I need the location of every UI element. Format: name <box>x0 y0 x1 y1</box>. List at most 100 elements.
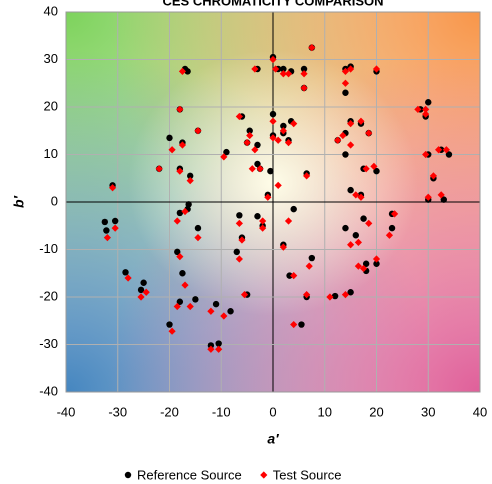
y-tick-label: 0 <box>51 193 58 208</box>
diamond-marker <box>422 150 430 159</box>
diamond-marker <box>391 210 399 218</box>
diamond-marker <box>269 117 277 125</box>
legend-marker <box>260 471 268 479</box>
diamond-marker <box>108 184 117 192</box>
diamond-marker <box>279 70 287 78</box>
diamond-marker <box>341 79 350 87</box>
diamond-marker <box>181 281 189 289</box>
diamond-marker <box>248 165 256 173</box>
diamond-marker <box>238 236 246 244</box>
diamond-marker <box>279 127 287 135</box>
circle-marker <box>269 110 277 118</box>
circle-marker <box>298 321 305 328</box>
diamond-marker <box>414 105 422 113</box>
diamond-marker <box>181 207 189 216</box>
diamond-marker <box>259 224 267 232</box>
diamond-marker <box>284 139 293 147</box>
diamond-marker <box>243 139 251 147</box>
diamond-marker <box>308 44 316 52</box>
circle-marker <box>176 209 184 217</box>
circle-marker <box>179 270 186 277</box>
circle-marker <box>111 217 119 225</box>
diamond-marker <box>442 146 450 154</box>
circle-marker <box>207 342 215 349</box>
diamond-marker <box>194 234 202 242</box>
circle-marker <box>223 148 230 156</box>
diamond-marker <box>168 327 176 335</box>
diamond-marker <box>290 272 298 280</box>
circle-marker <box>362 260 370 267</box>
diamond-marker <box>300 70 308 78</box>
diamond-marker <box>207 307 215 315</box>
diamond-marker <box>347 65 355 73</box>
circle-marker <box>212 300 220 308</box>
circle-marker <box>267 167 274 175</box>
diamond-marker <box>334 136 342 144</box>
diamond-marker <box>352 191 360 199</box>
circle-marker <box>425 99 432 106</box>
diamond-marker <box>186 177 194 185</box>
circle-marker <box>103 227 110 234</box>
diamond-marker <box>168 146 176 154</box>
diamond-marker <box>142 288 150 296</box>
circle-marker <box>254 213 261 220</box>
diamond-marker <box>284 217 293 225</box>
y-axis-label: b′ <box>11 195 27 208</box>
diamond-marker <box>264 193 272 201</box>
circle-marker <box>347 186 354 194</box>
x-axis-label: a′ <box>267 431 279 447</box>
circle-marker <box>184 68 191 75</box>
circle-marker <box>227 308 234 315</box>
x-tick-label: 0 <box>269 404 276 419</box>
circle-marker <box>445 151 453 158</box>
diamond-marker <box>372 255 381 263</box>
circle-marker <box>360 215 367 222</box>
circle-marker <box>166 321 173 328</box>
diamond-marker <box>300 84 308 92</box>
diamond-marker <box>305 262 313 270</box>
x-tick-label: -20 <box>160 404 179 419</box>
y-tick-label: 20 <box>44 98 58 113</box>
chart-title: CES CHROMATICITY COMPARISON <box>162 0 383 8</box>
circle-marker <box>254 141 261 149</box>
circle-marker <box>122 269 129 276</box>
diamond-marker <box>124 274 132 282</box>
y-tick-label: -30 <box>39 336 58 351</box>
diamond-marker <box>422 110 430 118</box>
circle-marker <box>176 298 184 305</box>
y-tick-label: 40 <box>44 3 58 18</box>
x-tick-label: 30 <box>421 404 435 419</box>
diamond-marker <box>207 345 215 353</box>
diamond-marker <box>339 131 347 140</box>
x-tick-label: 10 <box>318 404 332 419</box>
diamond-marker <box>173 217 181 225</box>
y-tick-label: 30 <box>44 51 58 66</box>
diamond-marker <box>435 146 443 154</box>
diamond-marker <box>235 219 243 227</box>
diamond-marker <box>251 65 259 73</box>
diamond-marker <box>259 217 267 225</box>
circle-marker <box>342 89 349 96</box>
diamond-marker <box>155 165 163 173</box>
diamond-marker <box>274 181 282 189</box>
diamond-marker <box>269 134 277 142</box>
diamond-marker <box>178 141 187 149</box>
y-tick-label: -10 <box>39 241 58 256</box>
circle-marker <box>373 167 380 175</box>
y-tick-label: -20 <box>39 288 58 303</box>
diamond-marker <box>354 238 362 246</box>
circle-marker <box>187 172 194 180</box>
diamond-marker <box>290 120 298 128</box>
circle-marker <box>373 260 380 267</box>
diamond-marker <box>357 117 365 125</box>
circle-marker <box>342 224 349 232</box>
diamond-marker <box>429 172 438 180</box>
diamond-marker <box>271 65 280 73</box>
circle-marker <box>166 134 173 142</box>
diamond-marker <box>240 291 249 299</box>
diamond-marker <box>372 65 381 73</box>
legend-label: Test Source <box>273 467 342 482</box>
diamond-marker <box>178 67 187 75</box>
